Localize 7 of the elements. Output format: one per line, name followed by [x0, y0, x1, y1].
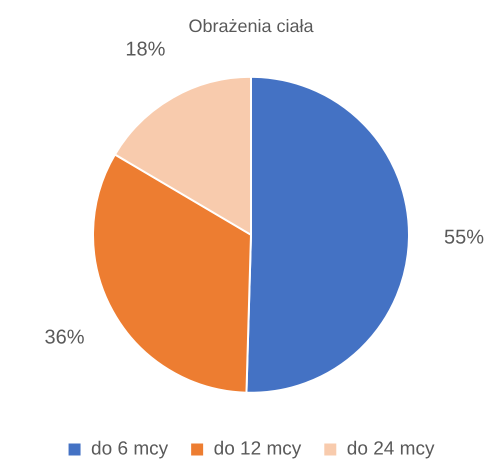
legend-label: do 12 mcy — [214, 438, 302, 460]
data-label: 55% — [444, 226, 484, 248]
legend-label: do 6 mcy — [91, 438, 169, 460]
data-label: 36% — [44, 326, 85, 348]
data-label: 18% — [125, 38, 166, 60]
legend-label: do 24 mcy — [346, 438, 435, 460]
chart-title: Obrażenia ciała — [188, 16, 315, 36]
